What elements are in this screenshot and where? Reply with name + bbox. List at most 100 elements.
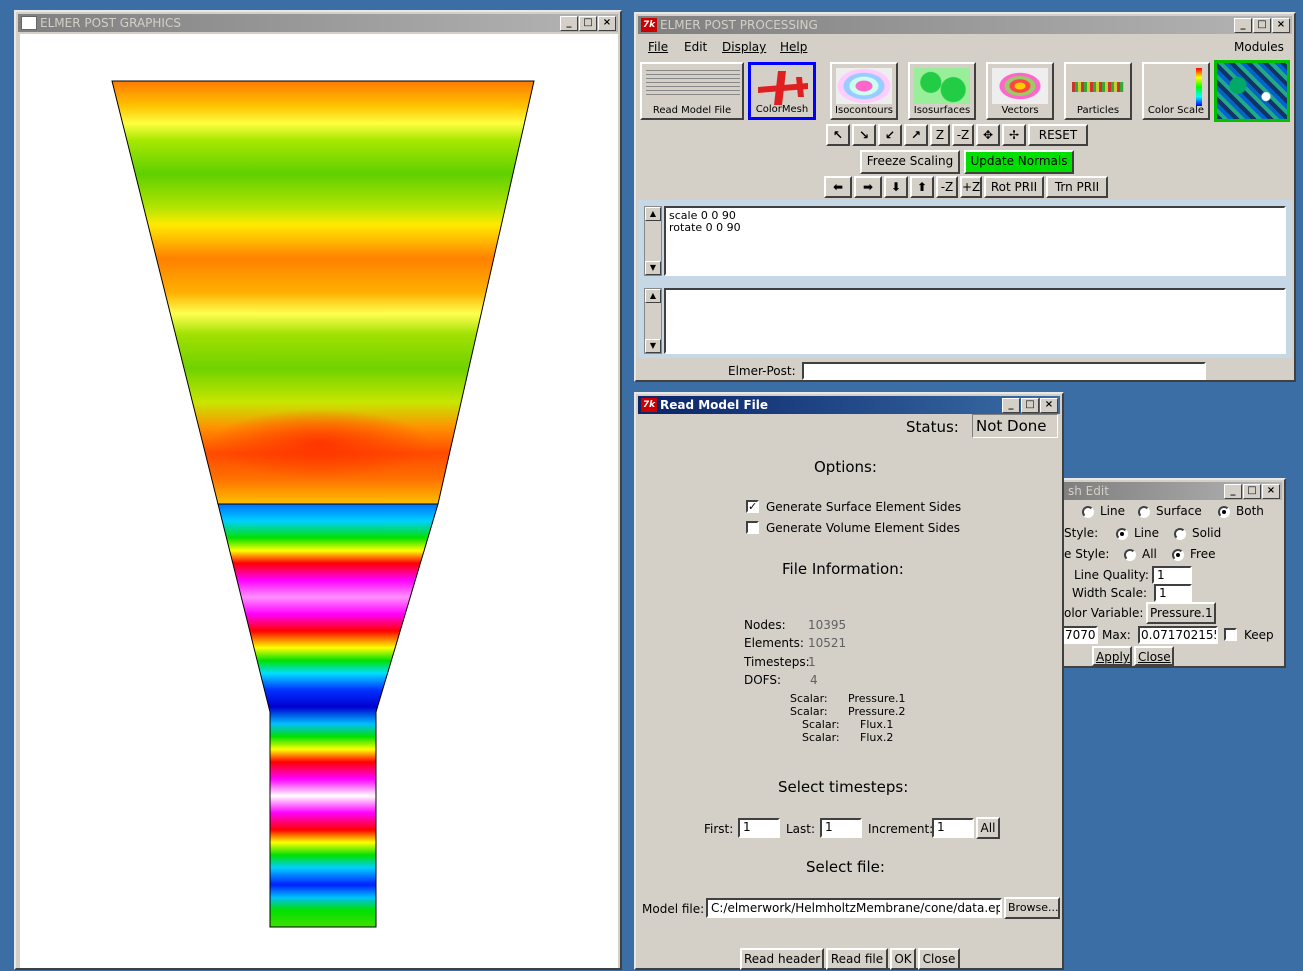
mesh-both-radio[interactable] bbox=[1218, 506, 1230, 518]
rotate-left-up-button[interactable]: ↖ bbox=[826, 124, 850, 146]
edge-all-radio[interactable] bbox=[1124, 549, 1136, 561]
reset-button[interactable]: RESET bbox=[1028, 124, 1088, 146]
rotate-down-left-button[interactable]: ↘ bbox=[852, 124, 876, 146]
scroll-up-arrow[interactable]: ▲ bbox=[645, 207, 661, 221]
browse-button[interactable]: Browse... bbox=[1004, 897, 1060, 919]
rendered-preview-button[interactable] bbox=[1214, 60, 1290, 122]
minimize-button[interactable]: _ bbox=[1224, 484, 1242, 499]
console-history-scrollbar[interactable]: ▲ ▼ bbox=[644, 206, 662, 276]
graphics-titlebar[interactable]: ELMER POST GRAPHICS _ □ × bbox=[18, 14, 618, 32]
color-mesh-button[interactable]: ColorMesh bbox=[748, 62, 816, 120]
close-button[interactable]: × bbox=[1040, 398, 1058, 413]
rotate-minus-z-button[interactable]: -Z bbox=[936, 176, 958, 198]
read-model-title: Read Model File bbox=[660, 398, 769, 412]
rotate-up-right-button[interactable]: ↙ bbox=[878, 124, 902, 146]
move-all-button[interactable]: ✥ bbox=[976, 124, 1000, 146]
move-cross-button[interactable]: ✢ bbox=[1002, 124, 1026, 146]
color-scale-button[interactable]: Color Scale bbox=[1142, 62, 1210, 120]
variable-type: Scalar: bbox=[790, 692, 828, 705]
generate-volume-checkbox[interactable] bbox=[746, 521, 759, 534]
maximize-button[interactable]: □ bbox=[1021, 398, 1039, 413]
mesh-line-label: Line bbox=[1100, 504, 1126, 518]
all-timesteps-button[interactable]: All bbox=[976, 817, 1000, 839]
minimize-button[interactable]: _ bbox=[1234, 18, 1252, 33]
last-input[interactable]: 1 bbox=[820, 818, 862, 838]
read-model-titlebar[interactable]: 7k Read Model File _ □ × bbox=[638, 396, 1060, 414]
freeze-scaling-button[interactable]: Freeze Scaling bbox=[860, 150, 960, 174]
increment-input[interactable]: 1 bbox=[932, 818, 974, 838]
isocontours-button[interactable]: Isocontours bbox=[830, 62, 898, 120]
minimize-button[interactable]: _ bbox=[560, 16, 578, 31]
console-output-scrollbar[interactable]: ▲ ▼ bbox=[644, 288, 662, 354]
close-dialog-button[interactable]: Close bbox=[918, 948, 960, 970]
close-button[interactable]: × bbox=[1272, 18, 1290, 33]
model-file-input[interactable]: C:/elmerwork/HelmholtzMembrane/cone/data… bbox=[706, 898, 1002, 918]
mesh-edit-titlebar[interactable]: sh Edit _ □ × bbox=[1064, 482, 1282, 500]
menu-modules[interactable]: Modules bbox=[1234, 40, 1284, 54]
window-icon bbox=[21, 16, 37, 30]
read-header-button[interactable]: Read header bbox=[740, 948, 824, 970]
read-file-button[interactable]: Read file bbox=[826, 948, 888, 970]
read-model-file-label: Read Model File bbox=[652, 105, 732, 116]
maximize-button[interactable]: □ bbox=[1253, 18, 1271, 33]
graphics-canvas[interactable] bbox=[20, 34, 618, 968]
first-input[interactable]: 1 bbox=[738, 818, 780, 838]
minimize-button[interactable]: _ bbox=[1002, 398, 1020, 413]
isosurfaces-button[interactable]: Isosurfaces bbox=[908, 62, 976, 120]
read-model-file-icon bbox=[646, 68, 740, 98]
console-output[interactable] bbox=[664, 288, 1286, 354]
max-value-input[interactable]: 0.071702155 bbox=[1138, 626, 1218, 644]
generate-surface-checkbox[interactable]: ✓ bbox=[746, 500, 759, 513]
z-button[interactable]: Z bbox=[930, 124, 950, 146]
line-quality-input[interactable]: 1 bbox=[1152, 566, 1192, 584]
keep-checkbox[interactable] bbox=[1224, 628, 1237, 641]
isocontours-icon bbox=[836, 68, 892, 104]
width-scale-input[interactable]: 1 bbox=[1154, 584, 1192, 602]
pan-down-button[interactable]: ⬇ bbox=[884, 176, 908, 198]
isosurfaces-icon bbox=[914, 68, 970, 104]
ok-button[interactable]: OK bbox=[890, 948, 916, 970]
vectors-button[interactable]: Vectors bbox=[986, 62, 1054, 120]
mesh-line-radio[interactable] bbox=[1082, 506, 1094, 518]
close-button[interactable]: × bbox=[598, 16, 616, 31]
last-label: Last: bbox=[786, 822, 816, 836]
menu-edit[interactable]: Edit bbox=[684, 40, 708, 54]
maximize-button[interactable]: □ bbox=[579, 16, 597, 31]
read-model-file-button[interactable]: Read Model File bbox=[640, 62, 744, 120]
trn-prii-button[interactable]: Trn PRII bbox=[1046, 176, 1108, 198]
min-value-input[interactable]: 70700 bbox=[1062, 626, 1098, 644]
mesh-close-button[interactable]: Close bbox=[1134, 646, 1174, 666]
particles-button[interactable]: Particles bbox=[1064, 62, 1132, 120]
menu-display[interactable]: Display bbox=[722, 40, 767, 54]
variable-type: Scalar: bbox=[790, 705, 828, 718]
menu-file[interactable]: File bbox=[648, 40, 669, 54]
style-line-radio[interactable] bbox=[1116, 528, 1128, 540]
pan-right-button[interactable]: ➡ bbox=[854, 176, 882, 198]
edge-free-radio[interactable] bbox=[1172, 549, 1184, 561]
mesh-apply-button[interactable]: Apply bbox=[1092, 646, 1132, 666]
update-normals-button[interactable]: Update Normals bbox=[964, 150, 1074, 174]
scroll-up-arrow[interactable]: ▲ bbox=[645, 289, 661, 303]
pan-up-button[interactable]: ⬆ bbox=[910, 176, 934, 198]
maximize-button[interactable]: □ bbox=[1243, 484, 1261, 499]
scroll-down-arrow[interactable]: ▼ bbox=[645, 261, 661, 275]
rotate-plus-z-button[interactable]: +Z bbox=[960, 176, 982, 198]
elements-label: Elements: bbox=[744, 636, 804, 650]
mesh-surface-radio[interactable] bbox=[1138, 506, 1150, 518]
lower-cone-region bbox=[217, 503, 439, 928]
menu-help[interactable]: Help bbox=[780, 40, 808, 54]
minus-z-button[interactable]: -Z bbox=[952, 124, 974, 146]
mesh-both-label: Both bbox=[1236, 504, 1264, 518]
options-heading: Options: bbox=[814, 458, 877, 476]
elmer-post-command-input[interactable] bbox=[802, 362, 1206, 380]
scroll-down-arrow[interactable]: ▼ bbox=[645, 339, 661, 353]
pan-left-button[interactable]: ⬅ bbox=[824, 176, 852, 198]
post-titlebar[interactable]: 7k ELMER POST PROCESSING _ □ × bbox=[638, 16, 1292, 34]
style-solid-radio[interactable] bbox=[1174, 528, 1186, 540]
console-history[interactable]: scale 0 0 90 rotate 0 0 90 bbox=[664, 206, 1286, 276]
close-button[interactable]: × bbox=[1262, 484, 1280, 499]
color-variable-button[interactable]: Pressure.1 bbox=[1146, 602, 1216, 624]
style-label: Style: bbox=[1064, 526, 1099, 540]
rot-prii-button[interactable]: Rot PRII bbox=[984, 176, 1044, 198]
rotate-right-button[interactable]: ↗ bbox=[904, 124, 928, 146]
